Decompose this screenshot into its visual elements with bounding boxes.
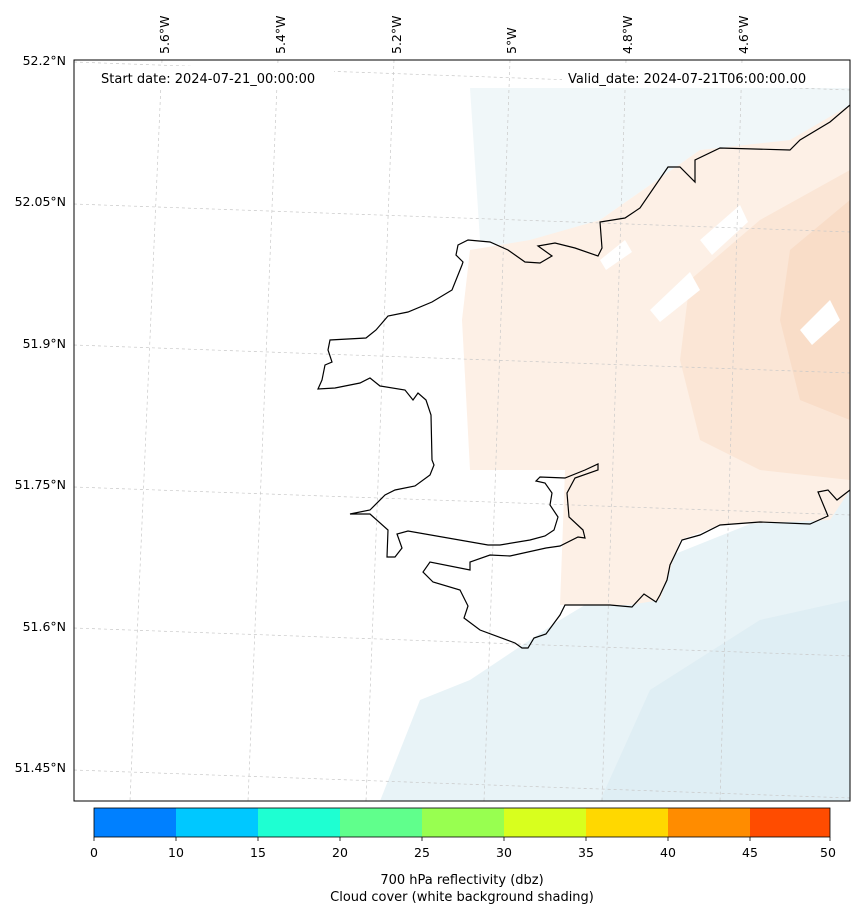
cloud-shading-north bbox=[470, 88, 850, 250]
colorbar-tick: 35 bbox=[578, 845, 594, 860]
colorbar-segment bbox=[340, 808, 422, 837]
lat-label: 51.75°N bbox=[15, 477, 66, 492]
lat-label: 51.45°N bbox=[15, 760, 66, 775]
colorbar-segment bbox=[258, 808, 340, 837]
colorbar-label: 700 hPa reflectivity (dbz) bbox=[380, 873, 543, 888]
colorbar-tick: 20 bbox=[332, 845, 348, 860]
colorbar-tick: 15 bbox=[250, 845, 266, 860]
colorbar: 0 10 15 20 25 30 35 40 45 50 700 hPa ref… bbox=[90, 807, 836, 905]
lon-label: 5°W bbox=[504, 27, 519, 54]
colorbar-segment bbox=[504, 808, 586, 837]
colorbar-tick: 40 bbox=[660, 845, 676, 860]
valid-date-label: Valid_date: 2024-07-21T06:00:00.00 bbox=[568, 72, 806, 87]
colorbar-segment bbox=[750, 808, 830, 837]
colorbar-tick: 10 bbox=[168, 845, 184, 860]
map-area bbox=[74, 60, 850, 801]
colorbar-tick: 25 bbox=[414, 845, 430, 860]
colorbar-tick: 0 bbox=[90, 845, 98, 860]
coastline-north bbox=[317, 104, 850, 649]
lon-label: 4.6°W bbox=[736, 16, 751, 55]
colorbar-segment bbox=[422, 808, 504, 837]
colorbar-segment bbox=[586, 808, 668, 837]
colorbar-tick: 30 bbox=[496, 845, 512, 860]
colorbar-segment bbox=[668, 808, 750, 837]
start-date-label: Start date: 2024-07-21_00:00:00 bbox=[101, 72, 315, 87]
colorbar-segment bbox=[94, 808, 176, 837]
colorbar-sublabel: Cloud cover (white background shading) bbox=[330, 890, 594, 905]
lat-label: 51.9°N bbox=[23, 336, 66, 351]
lon-label: 4.8°W bbox=[620, 16, 635, 55]
lon-label: 5.2°W bbox=[389, 16, 404, 55]
graticule bbox=[74, 60, 850, 801]
lon-label: 5.6°W bbox=[157, 16, 172, 55]
map-frame bbox=[73, 59, 851, 802]
colorbar-segment bbox=[176, 808, 258, 837]
colorbar-tick: 50 bbox=[820, 845, 836, 860]
colorbar-tick: 45 bbox=[742, 845, 758, 860]
lat-label: 52.2°N bbox=[23, 53, 66, 68]
lat-label: 52.05°N bbox=[15, 194, 66, 209]
lon-label: 5.4°W bbox=[273, 16, 288, 55]
lat-label: 51.6°N bbox=[23, 619, 66, 634]
